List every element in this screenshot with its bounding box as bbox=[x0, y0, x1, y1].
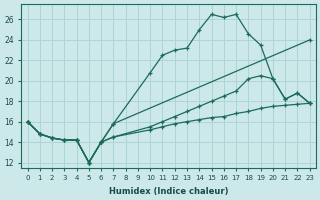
X-axis label: Humidex (Indice chaleur): Humidex (Indice chaleur) bbox=[109, 187, 228, 196]
